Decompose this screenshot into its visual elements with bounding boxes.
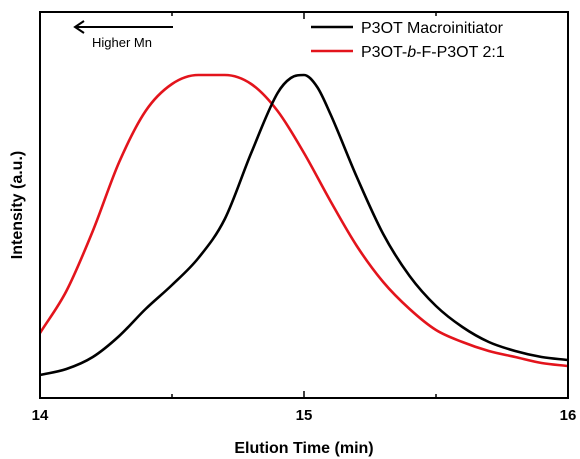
legend: P3OT Macroinitiator P3OT-b-F-P3OT 2:1 — [311, 20, 505, 61]
legend-label-block-copolymer: P3OT-b-F-P3OT 2:1 — [361, 44, 505, 61]
legend-label-suffix: -F-P3OT 2:1 — [416, 44, 505, 61]
arrow-head — [73, 20, 85, 34]
legend-label-macroinitiator: P3OT Macroinitiator — [361, 20, 504, 37]
legend-label-italic: b — [407, 44, 416, 61]
series-layer — [38, 73, 569, 377]
x-axis-title: Elution Time (min) — [234, 440, 373, 457]
ticks-layer: 14 15 16 — [32, 12, 577, 424]
y-axis-title: Intensity (a.u.) — [9, 151, 26, 259]
series-line-macroinitiator — [39, 73, 569, 377]
series-line-block-copolymer — [38, 73, 569, 368]
legend-label-prefix: P3OT- — [361, 44, 407, 61]
axes — [39, 11, 569, 399]
higher-mn-label: Higher Mn — [92, 35, 152, 50]
higher-mn-annotation: Higher Mn — [73, 20, 173, 50]
x-tick-label: 14 — [32, 407, 49, 424]
plot-frame — [39, 11, 569, 399]
x-tick-label: 16 — [560, 407, 577, 424]
x-tick-label: 15 — [296, 407, 313, 424]
